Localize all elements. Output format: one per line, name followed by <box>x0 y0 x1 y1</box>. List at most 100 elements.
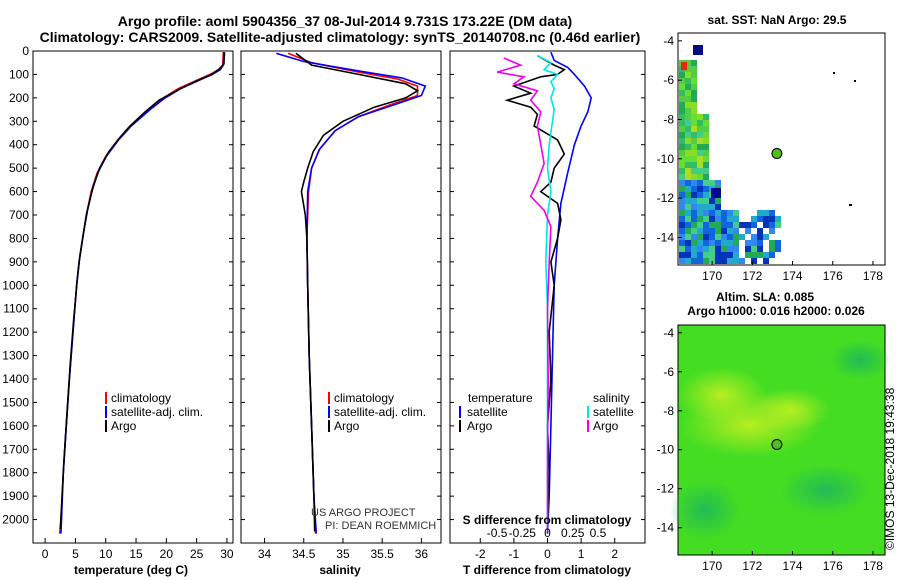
sst-cell <box>691 162 697 168</box>
sst-cell <box>685 186 691 192</box>
map-y-tick-label: -8 <box>663 113 674 127</box>
sst-cell <box>715 204 721 210</box>
sst-cell <box>703 168 709 174</box>
sst-cell <box>733 258 739 264</box>
sst-cell <box>685 126 691 132</box>
temperature-legend: climatology satellite-adj. clim. Argo <box>105 391 203 433</box>
sst-cell <box>763 234 769 240</box>
sst-cell <box>679 84 685 90</box>
sst-cell <box>709 210 715 216</box>
salinity-difference-ticks: -0.5 -0.25 0 0.25 0.5 <box>487 526 607 540</box>
sst-cell <box>715 222 721 228</box>
sst-cell <box>757 240 763 246</box>
series-satellite-adj-clim- <box>60 52 225 534</box>
s-difference-label: S difference from climatology <box>463 513 632 527</box>
y-tick-label: 800 <box>9 231 29 245</box>
temperature-xlabel: temperature (deg C) <box>74 563 188 577</box>
y-tick-label: 1400 <box>2 372 29 386</box>
sst-cell <box>727 222 733 228</box>
sst-cell <box>709 252 715 258</box>
x-tick-label: 0 <box>42 547 49 561</box>
sst-cell <box>757 210 763 216</box>
sst-cell <box>703 198 709 204</box>
sst-cell <box>691 204 697 210</box>
sst-cell <box>697 156 703 162</box>
sst-cell <box>721 246 727 252</box>
s-tick-label: 0.5 <box>590 526 607 540</box>
sst-cell <box>751 234 757 240</box>
sst-cell <box>715 240 721 246</box>
sst-cell <box>775 246 781 252</box>
sst-cell <box>751 252 757 258</box>
sst-cell <box>697 186 703 192</box>
sst-cell <box>703 204 709 210</box>
sst-cell <box>715 234 721 240</box>
sst-cell <box>709 216 715 222</box>
sst-cell <box>691 180 697 186</box>
map-y-tick-label: -14 <box>657 521 675 535</box>
sst-cell <box>691 192 697 198</box>
s-tick-label: 0.25 <box>561 526 585 540</box>
sst-cell <box>715 252 721 258</box>
sst-cell <box>757 246 763 252</box>
sst-cell <box>715 180 721 186</box>
sst-cell <box>685 228 691 234</box>
y-tick-label: 1200 <box>2 325 29 339</box>
map-x-tick-label: 170 <box>702 559 722 573</box>
sla-map-panel: Altim. SLA: 0.085 Argo h1000: 0.016 h200… <box>657 290 890 573</box>
x-tick-label: 30 <box>220 547 234 561</box>
sst-cell <box>691 96 697 102</box>
sst-cell <box>697 246 703 252</box>
sst-cell <box>679 228 685 234</box>
sst-cell <box>691 90 697 96</box>
sst-cell <box>709 234 715 240</box>
sst-cell <box>757 216 763 222</box>
sst-cell <box>697 150 703 156</box>
map-x-tick-label: 174 <box>783 559 803 573</box>
sst-cell <box>691 198 697 204</box>
sst-cell <box>769 210 775 216</box>
sst-cell <box>679 132 685 138</box>
s-tick-label: -0.25 <box>509 526 537 540</box>
sst-map-panel: sat. SST: NaN Argo: 29.5 170 172 174 176 178… <box>657 13 886 283</box>
sst-cell <box>697 198 703 204</box>
sst-cell <box>709 198 715 204</box>
sst-cell <box>721 258 727 264</box>
sst-cell <box>679 240 685 246</box>
y-tick-label: 700 <box>9 208 29 222</box>
sst-cell <box>679 180 685 186</box>
sst-cell <box>703 258 709 264</box>
sst-cell <box>685 234 691 240</box>
sst-cell <box>775 222 781 228</box>
sst-cell <box>697 234 703 240</box>
sst-cell <box>703 228 709 234</box>
sst-cell <box>679 114 685 120</box>
sst-cell <box>681 62 687 70</box>
sst-cell <box>685 246 691 252</box>
sst-cell <box>685 108 691 114</box>
sst-cell <box>685 222 691 228</box>
sst-cell <box>691 222 697 228</box>
sst-cell <box>709 204 715 210</box>
salinity-panel: 34 34.5 35 35.5 36 salinity climatology sate… <box>240 50 442 577</box>
sst-cell <box>691 216 697 222</box>
sst-cell <box>679 216 685 222</box>
sst-cell <box>697 132 703 138</box>
y-tick-label: 1700 <box>2 442 29 456</box>
sst-cell <box>751 222 757 228</box>
y-tick-label: 900 <box>9 255 29 269</box>
sst-cell <box>715 198 721 204</box>
sst-cells <box>679 45 781 264</box>
legend-label-climatology: climatology <box>111 391 171 405</box>
sst-cell <box>691 78 697 84</box>
sst-cell <box>703 162 709 168</box>
sst-cell <box>703 234 709 240</box>
map-y-tick-label: -8 <box>663 404 674 418</box>
sst-cell <box>691 168 697 174</box>
sst-cell <box>727 246 733 252</box>
series-satellite-adj-clim- <box>276 52 427 534</box>
y-tick-label: 100 <box>9 67 29 81</box>
y-tick-label: 2000 <box>2 513 29 527</box>
x-tick-label: 36 <box>415 547 429 561</box>
map-y-tick-label: -4 <box>663 326 674 340</box>
